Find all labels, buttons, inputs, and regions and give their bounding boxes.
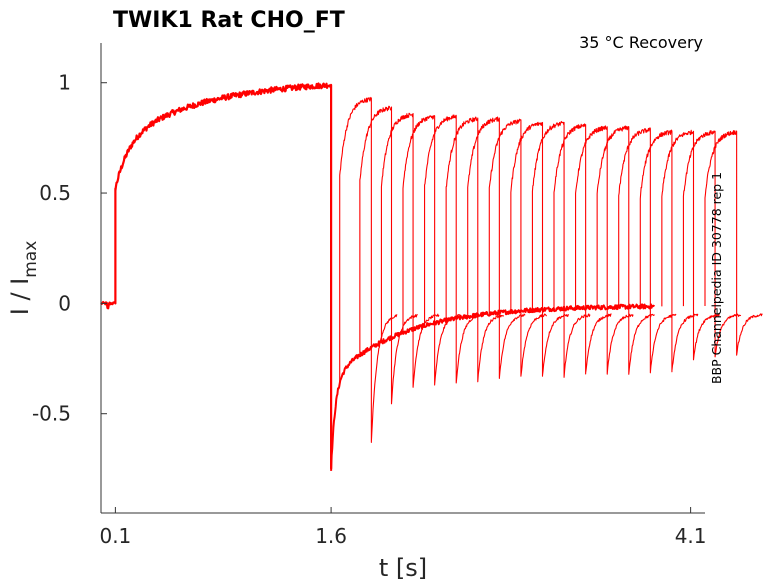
y-axis-label-sub: max: [21, 241, 41, 278]
x-tick-label: 4.1: [675, 524, 707, 548]
test-pulse-trace: [575, 125, 634, 375]
y-ticks: 1 0.5 0 -0.5: [32, 71, 107, 426]
y-tick-label: 1: [58, 71, 71, 95]
recovery-baseline-trace: [330, 303, 656, 471]
y-tick-label: 0.5: [39, 181, 71, 205]
test-pulse-trace: [359, 105, 418, 405]
test-pulse-trace: [618, 127, 677, 374]
test-pulse-trace: [661, 129, 720, 361]
test-pulse-trace: [402, 115, 462, 386]
x-ticks: 0.1 1.6 4.1: [99, 507, 707, 548]
x-axis-label: t [s]: [379, 554, 427, 582]
test-pulse-trace: [488, 118, 547, 377]
test-pulse-trace: [531, 120, 591, 378]
source-label: BBP Channelpedia ID 30778 rep 1: [709, 172, 724, 384]
y-tick-label: 0: [58, 291, 71, 315]
trace-layer: [100, 82, 763, 471]
y-tick-label: -0.5: [32, 402, 71, 426]
test-pulse-trace: [339, 96, 398, 443]
test-pulse-trace: [704, 130, 763, 356]
test-pulse-trace: [424, 114, 483, 384]
prepulse-trace: [100, 82, 333, 469]
test-pulse-trace: [510, 121, 569, 377]
test-pulse-trace: [467, 116, 526, 379]
y-axis-label-main: I / I: [6, 278, 34, 316]
x-tick-label: 1.6: [315, 524, 347, 548]
chart-title: TWIK1 Rat CHO_FT: [113, 8, 345, 33]
test-pulse-trace: [553, 123, 612, 375]
temperature-annotation: 35 °C Recovery: [579, 33, 703, 52]
test-pulse-trace: [639, 129, 699, 373]
test-pulse-trace: [380, 112, 440, 388]
test-pulse-trace: [682, 130, 742, 358]
y-axis-label: I / Imax: [6, 241, 41, 316]
test-pulse-trace: [445, 116, 505, 383]
x-tick-label: 0.1: [99, 524, 131, 548]
test-pulse-trace: [596, 125, 655, 375]
